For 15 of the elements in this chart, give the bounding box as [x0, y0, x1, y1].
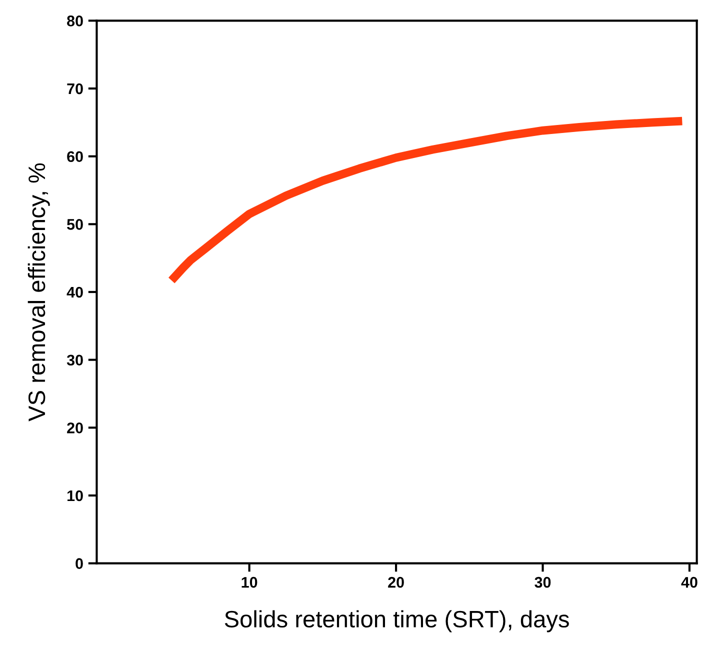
y-tick-label: 10 [68, 490, 83, 502]
x-tick-label: 40 [681, 576, 698, 588]
y-tick-label: 60 [67, 151, 83, 162]
y-axis-title: VS removal efficiency, % [28, 163, 50, 422]
y-tick-label: 20 [67, 422, 83, 434]
y-tick-label: 0 [76, 558, 83, 569]
y-tick-label: 30 [66, 354, 83, 366]
x-tick-label: 10 [242, 576, 258, 588]
x-axis-title: Solids retention time (SRT), days [224, 610, 569, 632]
y-tick-label: 50 [67, 219, 83, 230]
y-tick-label: 80 [67, 16, 83, 26]
y-tick-label: 70 [67, 83, 83, 94]
x-tick-label: 20 [388, 576, 404, 588]
x-tick-label: 30 [534, 576, 551, 588]
y-tick-label: 40 [66, 286, 83, 298]
